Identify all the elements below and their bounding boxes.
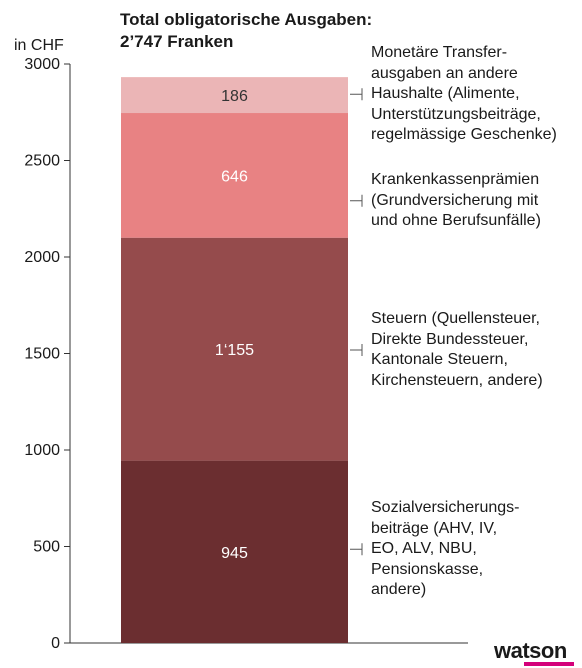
segment-value-label: 186	[221, 88, 248, 105]
chart-subtitle: 2’747 Franken	[120, 32, 234, 51]
y-tick-label: 1000	[24, 442, 60, 459]
segment-annotation: Sozialversicherungs-beiträge (AHV, IV, EO…	[371, 498, 520, 601]
y-tick-label: 2000	[24, 249, 60, 266]
annotation-line: Steuern (Quellensteuer,	[371, 310, 540, 327]
y-tick-label: 0	[51, 635, 60, 652]
logo-accent-bar	[524, 662, 574, 666]
bar-segment	[121, 460, 348, 643]
annotation-line: ausgaben an andere	[371, 64, 518, 82]
y-tick-label: 3000	[24, 56, 60, 73]
annotation-line: regelmässige Geschenke)	[371, 126, 557, 143]
bar-segment	[121, 237, 348, 461]
annotation-line: (Grundversicherung mit	[371, 191, 539, 209]
annotation-line: Kirchensteuern, andere)	[371, 371, 543, 389]
segment-annotation: Krankenkassenprämien (Grundversicherung m…	[371, 170, 541, 232]
bar-segment	[121, 113, 348, 238]
annotation-line: andere)	[371, 581, 427, 598]
y-tick-label: 2500	[24, 153, 60, 170]
segment-annotation: Steuern (Quellensteuer, Direkte Bundesste…	[371, 309, 543, 391]
annotation-line: Direkte Bundessteuer,	[371, 330, 529, 348]
segment-value-label: 1‘155	[215, 342, 254, 359]
segment-value-label: 945	[221, 545, 248, 562]
annotation-line: Monetäre Transfer-	[371, 44, 508, 61]
watson-logo: watson	[494, 638, 567, 663]
annotation-line: EO, ALV, NBU,	[371, 540, 477, 557]
annotation-line: Krankenkassenprämien	[371, 171, 540, 188]
segment-value-label: 646	[221, 168, 248, 185]
annotation-line: Sozialversicherungs-	[371, 499, 520, 516]
annotation-line: Kantonale Steuern,	[371, 351, 508, 368]
y-tick-label: 1500	[24, 346, 60, 363]
chart-title: Total obligatorische Ausgaben: 2’747 Fra…	[120, 9, 372, 53]
bar-segment	[121, 77, 348, 114]
annotation-line: beiträge (AHV, IV,	[371, 519, 498, 537]
y-axis-unit-label: in CHF	[14, 37, 64, 54]
annotation-line: Haushalte (Alimente,	[371, 85, 520, 102]
annotation-line: und ohne Berufsunfälle)	[371, 212, 541, 229]
y-tick-label: 500	[33, 539, 60, 556]
annotation-line: Pensionskasse,	[371, 560, 484, 578]
chart-title-line: Total obligatorische Ausgaben:	[120, 10, 373, 29]
segment-annotation: Monetäre Transfer-ausgaben an andere Haus…	[371, 43, 557, 146]
annotation-line: Unterstützungsbeiträ­ge,	[371, 105, 541, 123]
